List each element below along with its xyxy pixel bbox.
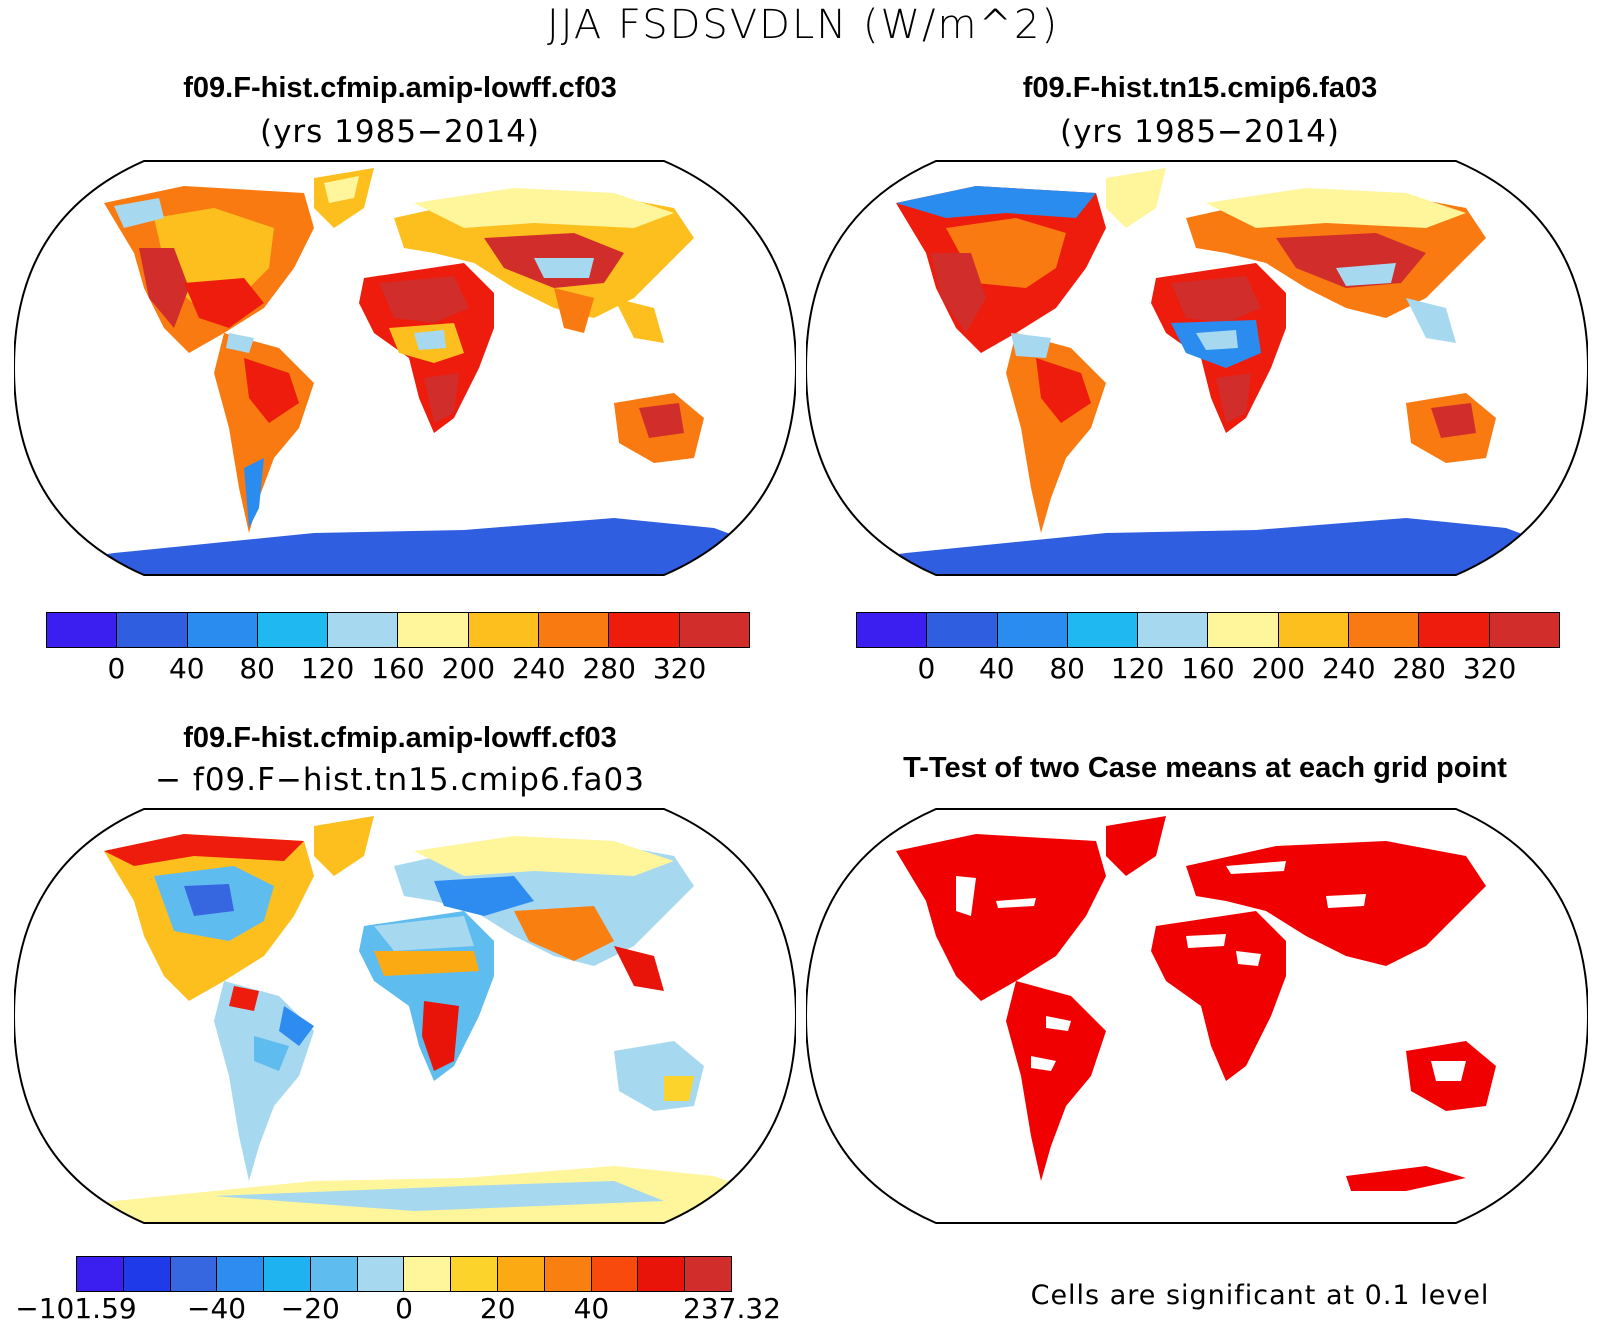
colorbar-swatch [591,1257,639,1291]
colorbar-panel-3 [76,1256,732,1292]
colorbar-panel-3-ticks: −101.59 −40 −20 0 20 40 237.32 [15,1292,781,1326]
colorbar-swatch [1349,613,1420,647]
panel2-subtitle: (yrs 1985−2014) [1059,114,1341,150]
colorbar-tick-label: 240 [512,652,566,685]
colorbar-swatch [1067,613,1139,647]
colorbar-swatch [539,613,610,647]
colorbar-swatch [997,613,1068,647]
colorbar-tick-label: 120 [300,652,355,685]
map-panel-3 [14,808,796,1224]
colorbar-tick-label: −20 [280,1292,340,1325]
colorbar-swatch [310,1257,358,1291]
colorbar-swatch [1419,613,1490,647]
colorbar-tick-label: 200 [441,652,496,685]
colorbar-swatch [685,1257,731,1291]
colorbar-tick-label: 240 [1322,652,1376,685]
colorbar-swatch [47,613,118,647]
colorbar-swatch [498,1257,545,1291]
panel3-subtitle: − f09.F−hist.tn15.cmip6.fa03 [155,762,645,798]
colorbar-tick-label: 320 [652,652,707,685]
colorbar-swatch [609,613,680,647]
colorbar-panel-2 [856,612,1560,648]
colorbar-swatch [1489,613,1559,647]
panel1-title: f09.F-hist.cfmip.amip-lowff.cf03 [183,72,617,104]
map-panel-1 [14,160,796,576]
colorbar-swatch [123,1257,171,1291]
colorbar-tick-label: 40 [573,1292,610,1325]
colorbar-swatch [451,1257,499,1291]
colorbar-swatch [357,1257,405,1291]
colorbar-panel-1-ticks: 0 40 80 120 160 200 240 280 320 [46,652,750,688]
map-panel-4 [806,808,1588,1224]
colorbar-swatch [857,613,928,647]
figure-title: JJA FSDSVDLN (W/m^2) [546,2,1060,48]
colorbar-swatch [257,613,329,647]
ttest-note: Cells are significant at 0.1 level [1030,1280,1490,1311]
colorbar-tick-label: 20 [479,1292,516,1325]
colorbar-swatch [117,613,188,647]
colorbar-panel-1 [46,612,750,648]
panel4-title: T-Test of two Case means at each grid po… [903,752,1507,784]
colorbar-tick-label: 160 [1181,652,1235,685]
colorbar-swatch [638,1257,686,1291]
colorbar-tick-label: 320 [1462,652,1517,685]
colorbar-swatch [544,1257,592,1291]
colorbar-swatch [1138,613,1209,647]
colorbar-tick-label: 280 [1392,652,1446,685]
colorbar-tick-label: 80 [239,652,276,685]
colorbar-swatch [404,1257,452,1291]
colorbar-swatch [170,1257,218,1291]
colorbar-tick-label: 80 [1049,652,1086,685]
colorbar-tick-label: −101.59 [15,1292,137,1325]
colorbar-tick-label: 237.32 [683,1292,781,1325]
colorbar-swatch [927,613,998,647]
colorbar-swatch [468,613,540,647]
colorbar-swatch [187,613,258,647]
colorbar-tick-label: 0 [917,652,936,685]
panel3-title: f09.F-hist.cfmip.amip-lowff.cf03 [183,722,617,754]
colorbar-tick-label: 200 [1251,652,1306,685]
colorbar-tick-label: −40 [187,1292,247,1325]
colorbar-swatch [264,1257,311,1291]
panel1-subtitle: (yrs 1985−2014) [259,114,541,150]
panel2-title: f09.F-hist.tn15.cmip6.fa03 [1022,72,1378,104]
colorbar-tick-label: 280 [582,652,636,685]
colorbar-panel-2-ticks: 0 40 80 120 160 200 240 280 320 [856,652,1560,688]
colorbar-tick-label: 0 [107,652,126,685]
colorbar-tick-label: 0 [395,1292,413,1325]
colorbar-swatch [679,613,749,647]
colorbar-tick-label: 120 [1110,652,1165,685]
colorbar-swatch [398,613,469,647]
colorbar-tick-label: 40 [978,652,1015,685]
colorbar-swatch [1278,613,1350,647]
map-panel-2 [806,160,1588,576]
colorbar-swatch [328,613,399,647]
colorbar-tick-label: 160 [371,652,425,685]
colorbar-tick-label: 40 [168,652,205,685]
colorbar-swatch [1208,613,1279,647]
colorbar-swatch [217,1257,265,1291]
colorbar-swatch [77,1257,124,1291]
